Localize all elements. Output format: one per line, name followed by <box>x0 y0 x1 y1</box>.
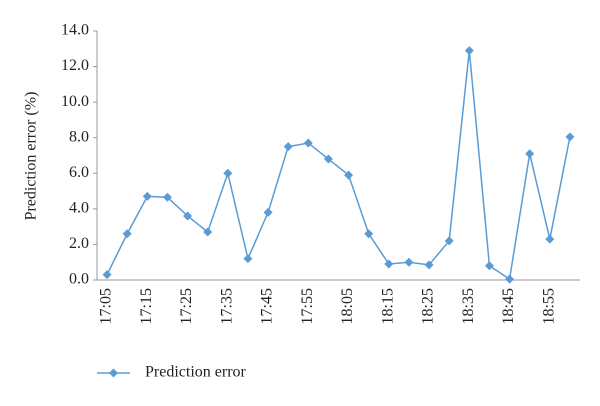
point <box>102 270 112 280</box>
y-tick-label: 6.0 <box>69 164 89 181</box>
x-tick-label: 18:15 <box>379 288 396 324</box>
point <box>223 168 233 178</box>
x-tick-label: 18:55 <box>540 288 557 324</box>
x-tick-label: 17:55 <box>299 288 316 324</box>
legend-marker <box>109 368 118 378</box>
point <box>364 229 374 239</box>
point <box>183 211 193 221</box>
y-tick-label: 14.0 <box>61 22 89 39</box>
point <box>303 138 313 148</box>
legend-label: Prediction error <box>145 364 247 381</box>
point <box>565 132 575 142</box>
y-tick-label: 4.0 <box>69 200 89 217</box>
point <box>162 192 172 202</box>
point <box>283 142 293 152</box>
point <box>344 170 354 180</box>
x-tick-label: 17:45 <box>259 288 276 324</box>
point <box>122 229 132 239</box>
x-tick-label: 17:15 <box>138 288 155 324</box>
point <box>243 254 253 264</box>
point <box>545 234 555 244</box>
point <box>484 261 494 271</box>
point <box>424 260 434 270</box>
x-tick-label: 18:25 <box>420 288 437 324</box>
y-tick-label: 10.0 <box>61 93 89 110</box>
point <box>444 236 454 246</box>
y-tick-label: 0.0 <box>69 271 89 288</box>
y-axis-label: Prediction error (%) <box>23 92 40 221</box>
point <box>142 191 152 201</box>
y-tick-label: 8.0 <box>69 128 89 145</box>
y-tick-label: 12.0 <box>61 57 89 74</box>
point <box>384 259 394 269</box>
series-line <box>106 50 571 281</box>
point <box>404 257 414 267</box>
point <box>505 274 515 284</box>
point <box>323 154 333 164</box>
x-tick-label: 18:35 <box>460 288 477 324</box>
x-tick-label: 17:25 <box>178 288 195 324</box>
point <box>464 46 474 56</box>
point <box>263 207 273 217</box>
y-tick-label: 2.0 <box>69 235 89 252</box>
point <box>525 149 535 159</box>
x-tick-label: 17:35 <box>218 288 235 324</box>
x-tick-label: 17:05 <box>98 288 115 324</box>
x-tick-label: 18:45 <box>500 288 517 324</box>
point <box>203 227 213 237</box>
x-tick-label: 18:05 <box>339 288 356 324</box>
